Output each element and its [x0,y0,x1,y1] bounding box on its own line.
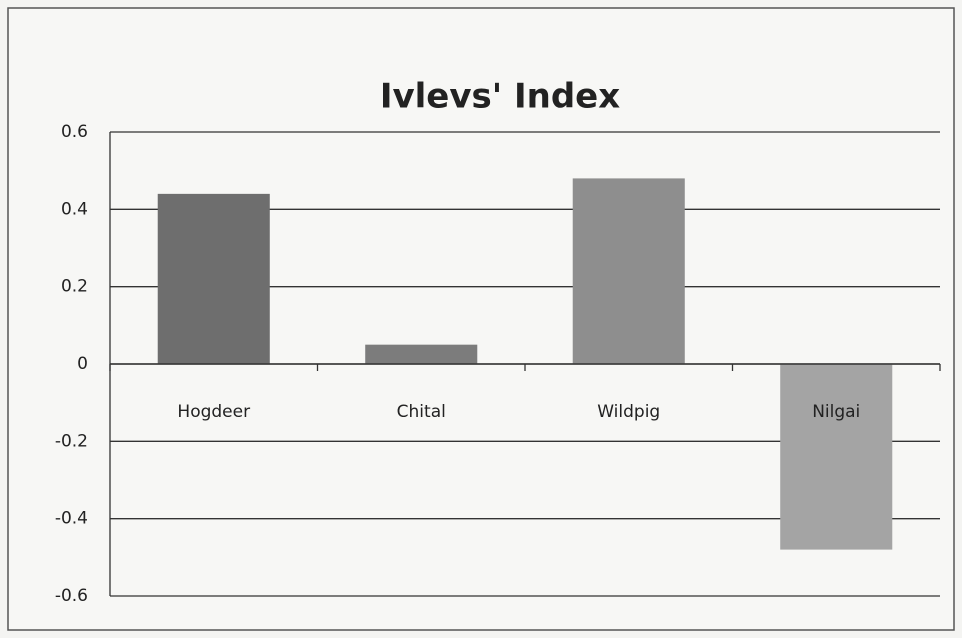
chart-title: Ivlevs' Index [380,77,620,117]
x-tick-label: Wildpig [597,402,660,422]
y-tick-label: 0.4 [61,199,88,219]
y-tick-label: -0.6 [55,586,88,606]
y-tick-label: 0 [77,354,88,374]
bar [365,344,478,364]
bar [780,364,893,550]
bar [157,193,270,364]
x-tick-label: Nilgai [812,402,860,422]
x-tick-label: Chital [397,402,446,422]
y-tick-label: 0.6 [61,122,88,142]
y-tick-label: -0.2 [55,431,88,451]
x-tick-label: Hogdeer [177,402,250,422]
y-tick-label: 0.2 [61,277,88,297]
y-tick-label: -0.4 [55,509,88,529]
bar [572,178,685,364]
